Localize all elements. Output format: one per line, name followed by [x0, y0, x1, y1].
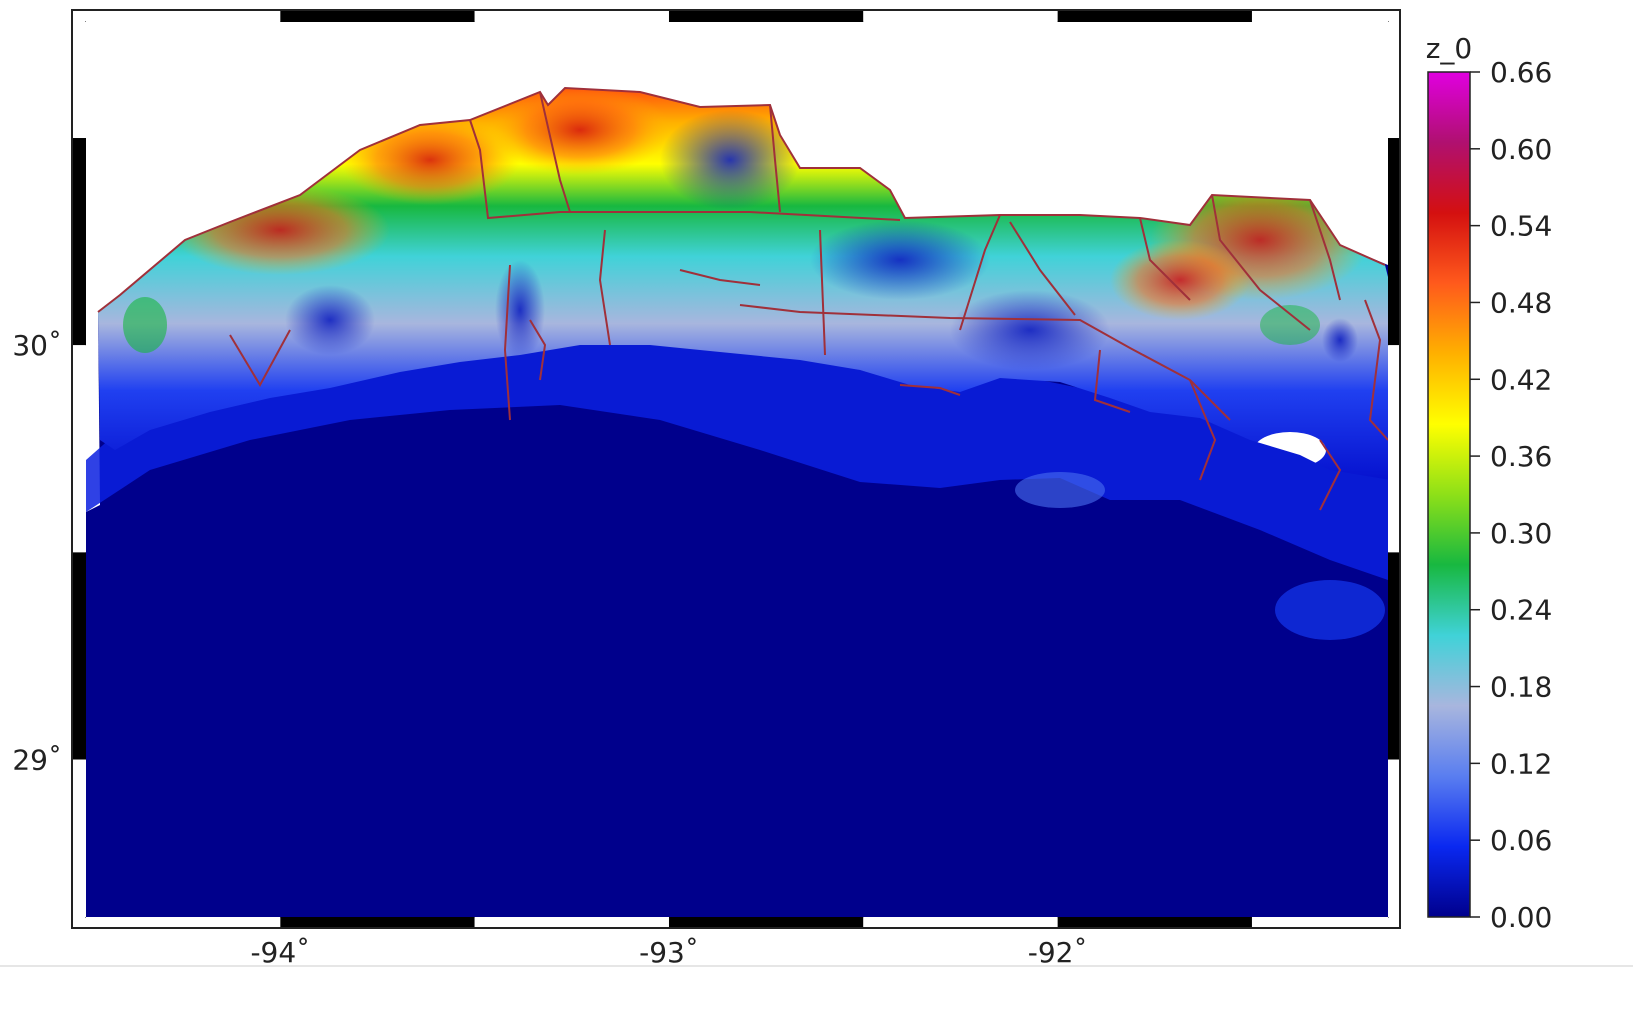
boundary-line-7 [1009, 221, 1076, 316]
frame-band-right [1388, 22, 1400, 139]
colorbar-title: z_0 [1426, 32, 1473, 65]
boundary-line-15 [679, 269, 761, 286]
boundary-line-8 [1139, 217, 1191, 301]
y-tick-label: 30˚ [12, 329, 62, 362]
colorbar-scale [1427, 71, 1471, 918]
coolspot-6 [1322, 318, 1358, 362]
boundary-line-10 [1309, 199, 1341, 301]
frame-border [71, 9, 1401, 929]
offshore-patch [1275, 580, 1385, 640]
green-patch-1 [123, 297, 167, 353]
colorbar-tick-label: 0.24 [1490, 594, 1552, 627]
boundary-line-4 [819, 229, 826, 356]
parish-boundaries [97, 86, 1388, 511]
colorbar-tick-label: 0.36 [1490, 440, 1552, 473]
boundary-line-17 [1189, 379, 1217, 481]
boundary-line-2 [539, 91, 571, 213]
colorbar-tick-label: 0.66 [1490, 56, 1552, 89]
frame-band-bottom [668, 917, 864, 928]
frame-band-left [72, 138, 86, 346]
frame-band-bottom [474, 917, 669, 928]
frame-band-bottom [1057, 917, 1252, 928]
boundary-line-3 [769, 104, 781, 213]
boundary-line-16 [1093, 349, 1131, 413]
colorbar-tick-label: 0.30 [1490, 517, 1552, 550]
frame-band-left [72, 759, 86, 917]
boundary-line-11 [229, 329, 291, 388]
boundary-line-1 [469, 119, 901, 221]
frame-band-top [474, 10, 669, 22]
colorbar-tick-label: 0.48 [1490, 286, 1552, 319]
green-patch-2 [1260, 305, 1320, 345]
colorbar-tick-label: 0.54 [1490, 210, 1552, 243]
frame-band-top [863, 10, 1058, 22]
colorbar-tick-label: 0.12 [1490, 747, 1552, 780]
boundary-line-18 [1319, 439, 1342, 511]
coolspot-1 [285, 285, 375, 355]
boundary-line-20 [899, 384, 961, 396]
frame-band-right [1388, 759, 1400, 917]
y-tick-label: 29˚ [12, 744, 62, 777]
y-axis-labels: 30˚ 29˚ [12, 329, 62, 776]
x-axis-labels: -94˚ -93˚ -92˚ [250, 936, 1087, 969]
frame-band-left [72, 22, 86, 139]
frame-band-left [72, 552, 86, 760]
coolspot-2 [495, 260, 545, 360]
frame-band-bottom [863, 917, 1058, 928]
nearshore-shelf [86, 340, 1388, 580]
colorbar-tick-label: 0.60 [1490, 133, 1552, 166]
frame-band-top [86, 10, 281, 22]
colorbar-tick-label: 0.06 [1490, 824, 1552, 857]
frame-bands [71, 9, 1401, 929]
coolspot-4 [810, 220, 990, 300]
hotspot-east-2 [1110, 240, 1250, 320]
x-tick-label: -93˚ [639, 936, 699, 969]
boundary-line-13 [529, 319, 547, 381]
frame-band-top [1251, 10, 1388, 22]
frame-band-right [1388, 552, 1400, 760]
frame-band-bottom [1251, 917, 1388, 928]
offshore-patch-2 [1015, 472, 1105, 508]
x-tick-label: -94˚ [250, 936, 310, 969]
colorbar-tick-label: 0.00 [1490, 901, 1552, 934]
frame-band-top [280, 10, 475, 22]
boundary-line-9 [1211, 194, 1311, 331]
boundary-line-14 [598, 229, 611, 346]
colorbar-ticks: 0.66 0.60 0.54 0.48 0.42 0.36 0.30 0.24 0.18 0.12… [1470, 56, 1552, 934]
frame-band-top [668, 10, 864, 22]
frame-band-left [72, 345, 86, 553]
colorbar-tick-label: 0.42 [1490, 363, 1552, 396]
coolspot-3 [660, 110, 800, 210]
map-panel: -94˚ -93˚ -92˚ 30˚ 29˚ [12, 9, 1401, 969]
frame-band-bottom [280, 917, 475, 928]
boundary-line-12 [503, 264, 511, 421]
hotspot-center [490, 88, 670, 175]
colorbar-tick-label: 0.18 [1490, 671, 1552, 704]
frame-band-right [1388, 345, 1400, 553]
frame-band-bottom [86, 917, 281, 928]
inland-blank-area [86, 22, 1388, 512]
map-field [86, 22, 1388, 917]
boundary-line-19 [1364, 299, 1388, 441]
frame-band-right [1388, 138, 1400, 346]
frame-band-top [1057, 10, 1252, 22]
coolspot-5 [950, 290, 1110, 370]
colorbar: z_0 0.66 0.60 0.54 0.48 0.42 0.36 0.30 0.24 0.18… [1426, 32, 1553, 934]
boundary-line-6 [959, 214, 1001, 331]
x-tick-label: -92˚ [1028, 936, 1088, 969]
